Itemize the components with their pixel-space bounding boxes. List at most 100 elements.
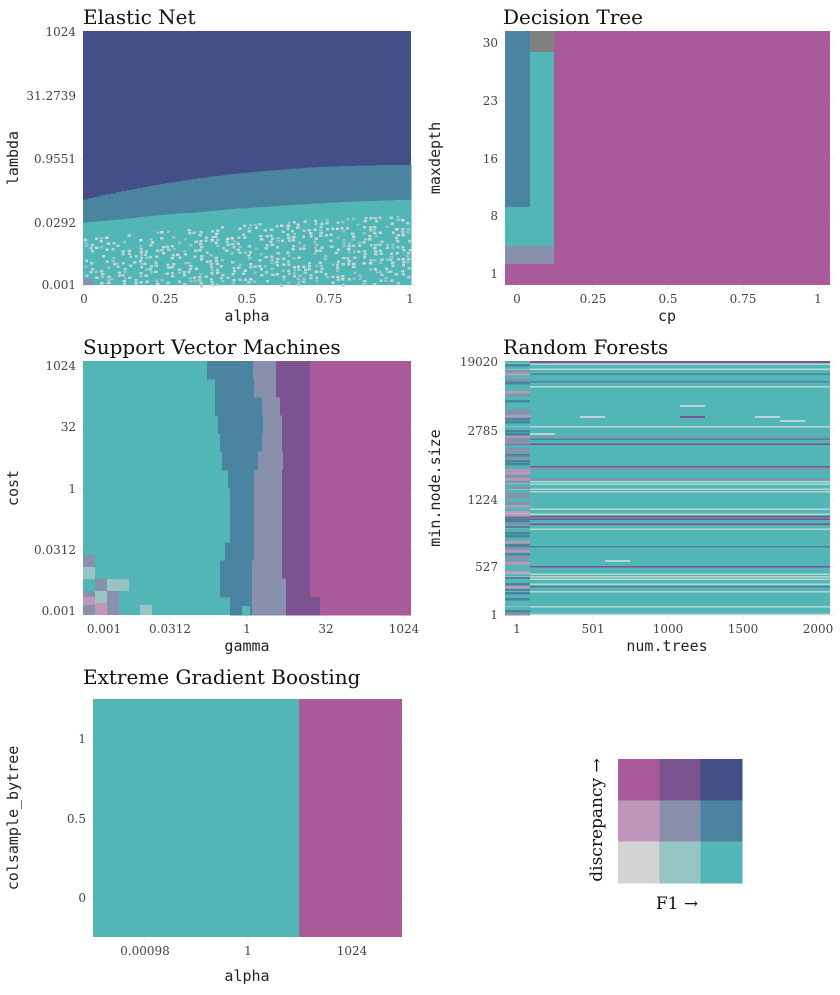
heatmap-cell — [89, 247, 93, 250]
heatmap-cell — [282, 433, 310, 453]
heatmap-cell — [369, 268, 373, 271]
heatmap-cell — [254, 524, 282, 543]
y-tick-label: 30 — [483, 36, 498, 50]
heatmap-cell — [83, 567, 95, 579]
heatmap-cell — [270, 237, 275, 240]
chart-title: Decision Tree — [503, 5, 643, 29]
heatmap-cell — [177, 241, 182, 245]
heatmap-cell — [149, 265, 154, 268]
heatmap-cell — [194, 240, 198, 243]
heatmap-cell — [93, 699, 299, 937]
heatmap-cell — [293, 268, 297, 272]
heatmap-cell — [336, 275, 340, 278]
heatmap-cell — [252, 560, 282, 580]
heatmap-cell — [175, 213, 182, 285]
heatmap-cell — [260, 238, 264, 241]
x-tick-label: 1000 — [653, 622, 684, 636]
heatmap-cell — [302, 277, 306, 280]
heatmap-cell — [160, 249, 164, 252]
heatmap-cell — [319, 231, 323, 234]
heatmap-cell — [320, 246, 324, 249]
heatmap-cell — [83, 222, 89, 285]
heatmap-cell — [221, 280, 225, 283]
heatmap-cell — [319, 270, 323, 273]
heatmap-cell — [369, 259, 373, 262]
heatmap-cell — [280, 397, 310, 416]
heatmap-cell — [347, 259, 351, 263]
heatmap-cell — [307, 264, 312, 268]
heatmap-cell — [310, 415, 411, 435]
heatmap-cell — [347, 241, 352, 245]
heatmap-cell — [254, 506, 282, 525]
heatmap-cell — [106, 242, 110, 245]
heatmap-cell — [258, 223, 262, 226]
heatmap-cell — [362, 232, 366, 235]
heatmap-cell — [505, 553, 530, 556]
heatmap-cell — [505, 583, 830, 585]
heatmap-cell — [93, 221, 100, 285]
heatmap-cell — [287, 281, 291, 284]
heatmap-cell — [505, 586, 530, 589]
y-axis-label: lambda — [4, 131, 22, 185]
heatmap-cell — [138, 245, 143, 248]
heatmap-cell — [389, 279, 394, 282]
x-axis-label: alpha — [224, 967, 269, 985]
heatmap-cell — [505, 433, 530, 436]
heatmap-cell — [505, 246, 554, 264]
heatmap-cell — [187, 228, 191, 232]
heatmap-cell — [214, 259, 219, 262]
heatmap-cell — [209, 265, 214, 269]
heatmap-cell — [505, 436, 530, 439]
heatmap-cell — [129, 255, 133, 258]
heatmap-cell — [505, 601, 530, 604]
heatmap-cell — [241, 272, 246, 275]
heatmap-cell — [505, 606, 830, 608]
heatmap-cell — [302, 280, 306, 283]
heatmap-cell — [401, 246, 405, 249]
heatmap-cell — [215, 379, 254, 398]
heatmap-cell — [288, 254, 292, 257]
heatmap-cell — [215, 283, 219, 286]
heatmap-cell — [367, 201, 374, 285]
heatmap-cell — [221, 274, 225, 277]
heatmap-cell — [208, 259, 213, 263]
heatmap-cell — [292, 274, 297, 278]
y-tick-label: 23 — [483, 94, 498, 108]
heatmap-cell — [121, 261, 126, 265]
heatmap-cell — [505, 514, 530, 517]
heatmap-cell — [282, 524, 310, 543]
heatmap-cell — [324, 273, 328, 276]
heatmap-cell — [336, 269, 340, 272]
heatmap-cell — [313, 228, 317, 232]
heatmap-cell — [282, 257, 286, 261]
heatmap-cell — [264, 246, 268, 250]
heatmap-cell — [391, 231, 396, 234]
heatmap-cell — [373, 267, 378, 271]
heatmap-cell — [282, 263, 286, 267]
heatmap-cell — [680, 416, 705, 418]
heatmap-cell — [313, 219, 318, 223]
heatmap-cell — [220, 259, 224, 262]
heatmap-cell — [281, 269, 285, 273]
heatmap-cell — [230, 488, 254, 507]
heatmap-cell — [155, 255, 159, 259]
heatmap-cell — [210, 229, 215, 233]
heatmap-cell — [219, 277, 224, 280]
heatmap-cell — [310, 488, 411, 507]
heatmap-cell — [313, 252, 318, 256]
heatmap-cell — [505, 523, 530, 526]
y-tick-label: 0 — [78, 891, 86, 905]
legend-swatch — [659, 800, 701, 842]
heatmap-cell — [505, 483, 830, 485]
heatmap-cell — [248, 226, 252, 230]
heatmap-cell — [505, 613, 830, 615]
heatmap-cell — [137, 217, 144, 285]
heatmap-cell — [145, 280, 149, 284]
heatmap-cell — [143, 262, 147, 266]
heatmap-cell — [352, 262, 356, 266]
heatmap-cell — [301, 235, 306, 238]
heatmap-cell — [505, 591, 830, 593]
heatmap-cell — [83, 605, 95, 615]
heatmap-cell — [275, 264, 280, 267]
heatmap-cell — [287, 272, 292, 275]
